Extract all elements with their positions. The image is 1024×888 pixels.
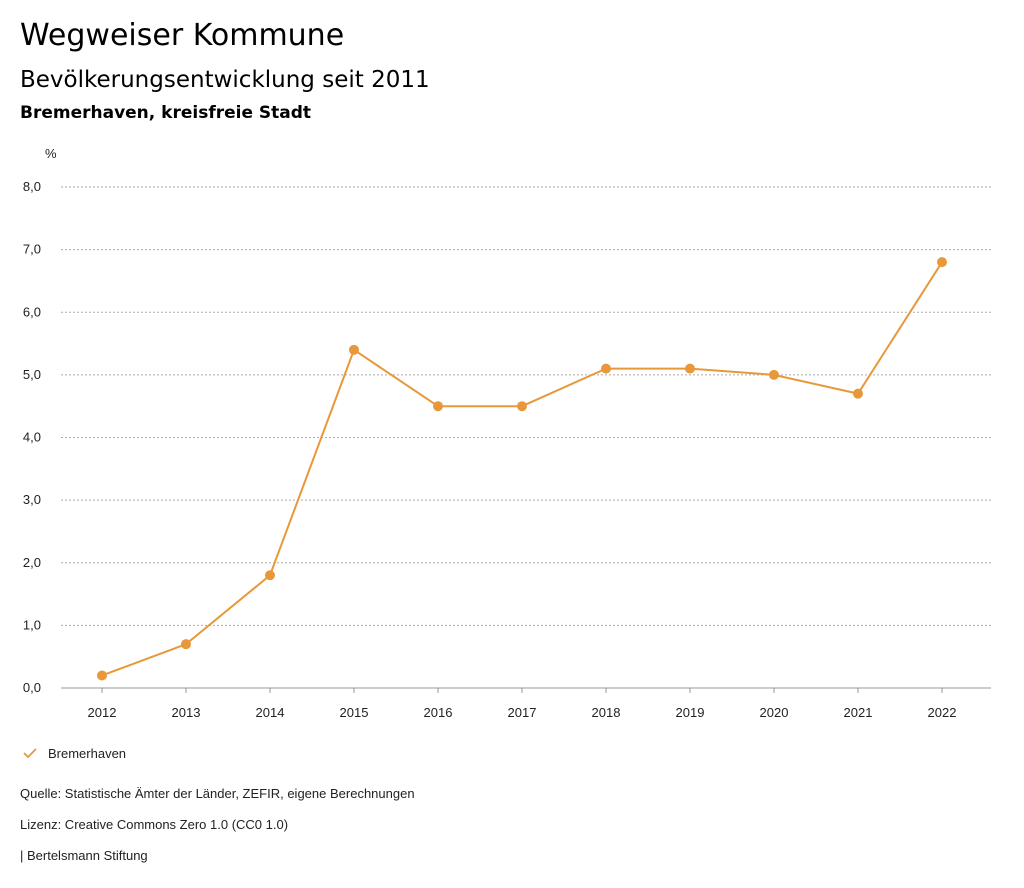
source-note: Quelle: Statistische Ämter der Länder, Z… (20, 786, 415, 801)
page-title: Wegweiser Kommune (20, 18, 345, 53)
series-line (101, 261, 943, 677)
y-tick-label: 8,0 (23, 179, 41, 194)
grid-lines (61, 186, 991, 689)
license-note: Lizenz: Creative Commons Zero 1.0 (CC0 1… (20, 817, 289, 832)
data-point[interactable] (853, 388, 863, 399)
y-tick-label: 3,0 (23, 492, 41, 507)
data-point[interactable] (517, 401, 527, 412)
x-tick-label: 2017 (508, 705, 537, 720)
legend-label: Bremerhaven (48, 745, 127, 761)
y-axis-ticks: 0,0 1,0 2,0 3,0 4,0 5,0 6,0 7,0 8,0 (23, 179, 41, 695)
x-tick-label: 2013 (172, 705, 201, 720)
data-point[interactable] (769, 369, 779, 380)
x-tick-label: 2020 (760, 705, 789, 720)
line-chart: % 0,01,02,03,04,05,06,07,08,0 2012 2013 20… (23, 146, 991, 720)
x-tick-label: 2021 (844, 705, 873, 720)
y-tick-label: 6,0 (23, 304, 41, 319)
y-tick-label: 0,0 (23, 680, 41, 695)
y-tick-label: 5,0 (23, 367, 41, 382)
x-tick-label: 2014 (256, 705, 285, 720)
y-tick-label: 1,0 (23, 617, 41, 632)
region-name: Bremerhaven, kreisfreie Stadt (20, 103, 312, 123)
series-bremerhaven (97, 257, 947, 681)
data-point[interactable] (685, 363, 695, 374)
data-point[interactable] (433, 401, 443, 412)
data-point[interactable] (937, 257, 947, 268)
y-axis-unit-label: % (45, 146, 57, 161)
publisher-note: | Bertelsmann Stiftung (20, 848, 148, 863)
y-tick-label: 7,0 (23, 242, 41, 257)
x-tick-label: 2015 (340, 705, 369, 720)
x-axis-ticks: 2012 2013 2014 2015 2016 2017 2018 2019 2020 2021… (88, 688, 957, 720)
chart-header: Wegweiser Kommune Bevölkerungsentwicklun… (20, 18, 1000, 124)
x-tick-label: 2012 (88, 705, 117, 720)
data-point[interactable] (349, 344, 359, 355)
x-tick-label: 2022 (928, 705, 957, 720)
x-tick-label: 2018 (592, 705, 621, 720)
y-tick-label: 2,0 (23, 555, 41, 570)
data-point[interactable] (97, 670, 107, 681)
data-point[interactable] (181, 639, 191, 650)
y-tick-label: 4,0 (23, 430, 41, 445)
check-icon (23, 748, 37, 759)
legend[interactable]: Bremerhaven (22, 745, 126, 761)
data-point[interactable] (265, 570, 275, 581)
x-tick-label: 2019 (676, 705, 705, 720)
x-tick-label: 2016 (424, 705, 453, 720)
data-point[interactable] (601, 363, 611, 374)
chart-subtitle: Bevölkerungsentwicklung seit 2011 (20, 67, 430, 93)
